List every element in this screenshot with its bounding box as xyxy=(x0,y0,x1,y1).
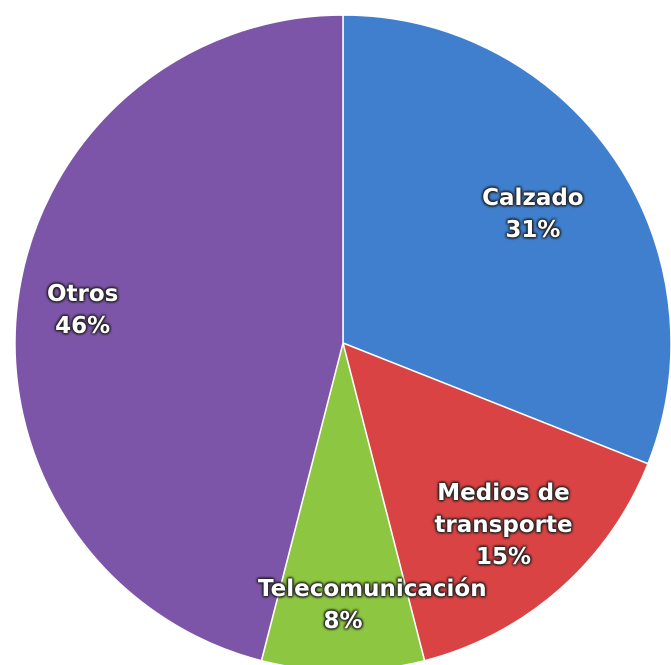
slice-label: Calzado 31% xyxy=(482,182,583,246)
value-label: 46% xyxy=(55,313,111,340)
category-name: Medios de transporte xyxy=(434,480,573,539)
value-label: 8% xyxy=(323,608,363,635)
pie-slice xyxy=(342,14,671,465)
pie-slice xyxy=(260,342,426,665)
category-name: Otros xyxy=(46,281,119,308)
slice-label: Medios de transporte 15% xyxy=(420,477,588,573)
slice-label: Otros 46% xyxy=(47,278,118,342)
category-name: Telecomunicación xyxy=(258,576,487,603)
category-name: Calzado xyxy=(482,184,584,211)
value-label: 15% xyxy=(475,544,532,571)
pie-slice xyxy=(341,341,649,662)
value-label: 31% xyxy=(505,216,561,243)
slice-label: Telecomunicación 8% xyxy=(258,573,487,637)
pie-slice xyxy=(14,14,344,662)
